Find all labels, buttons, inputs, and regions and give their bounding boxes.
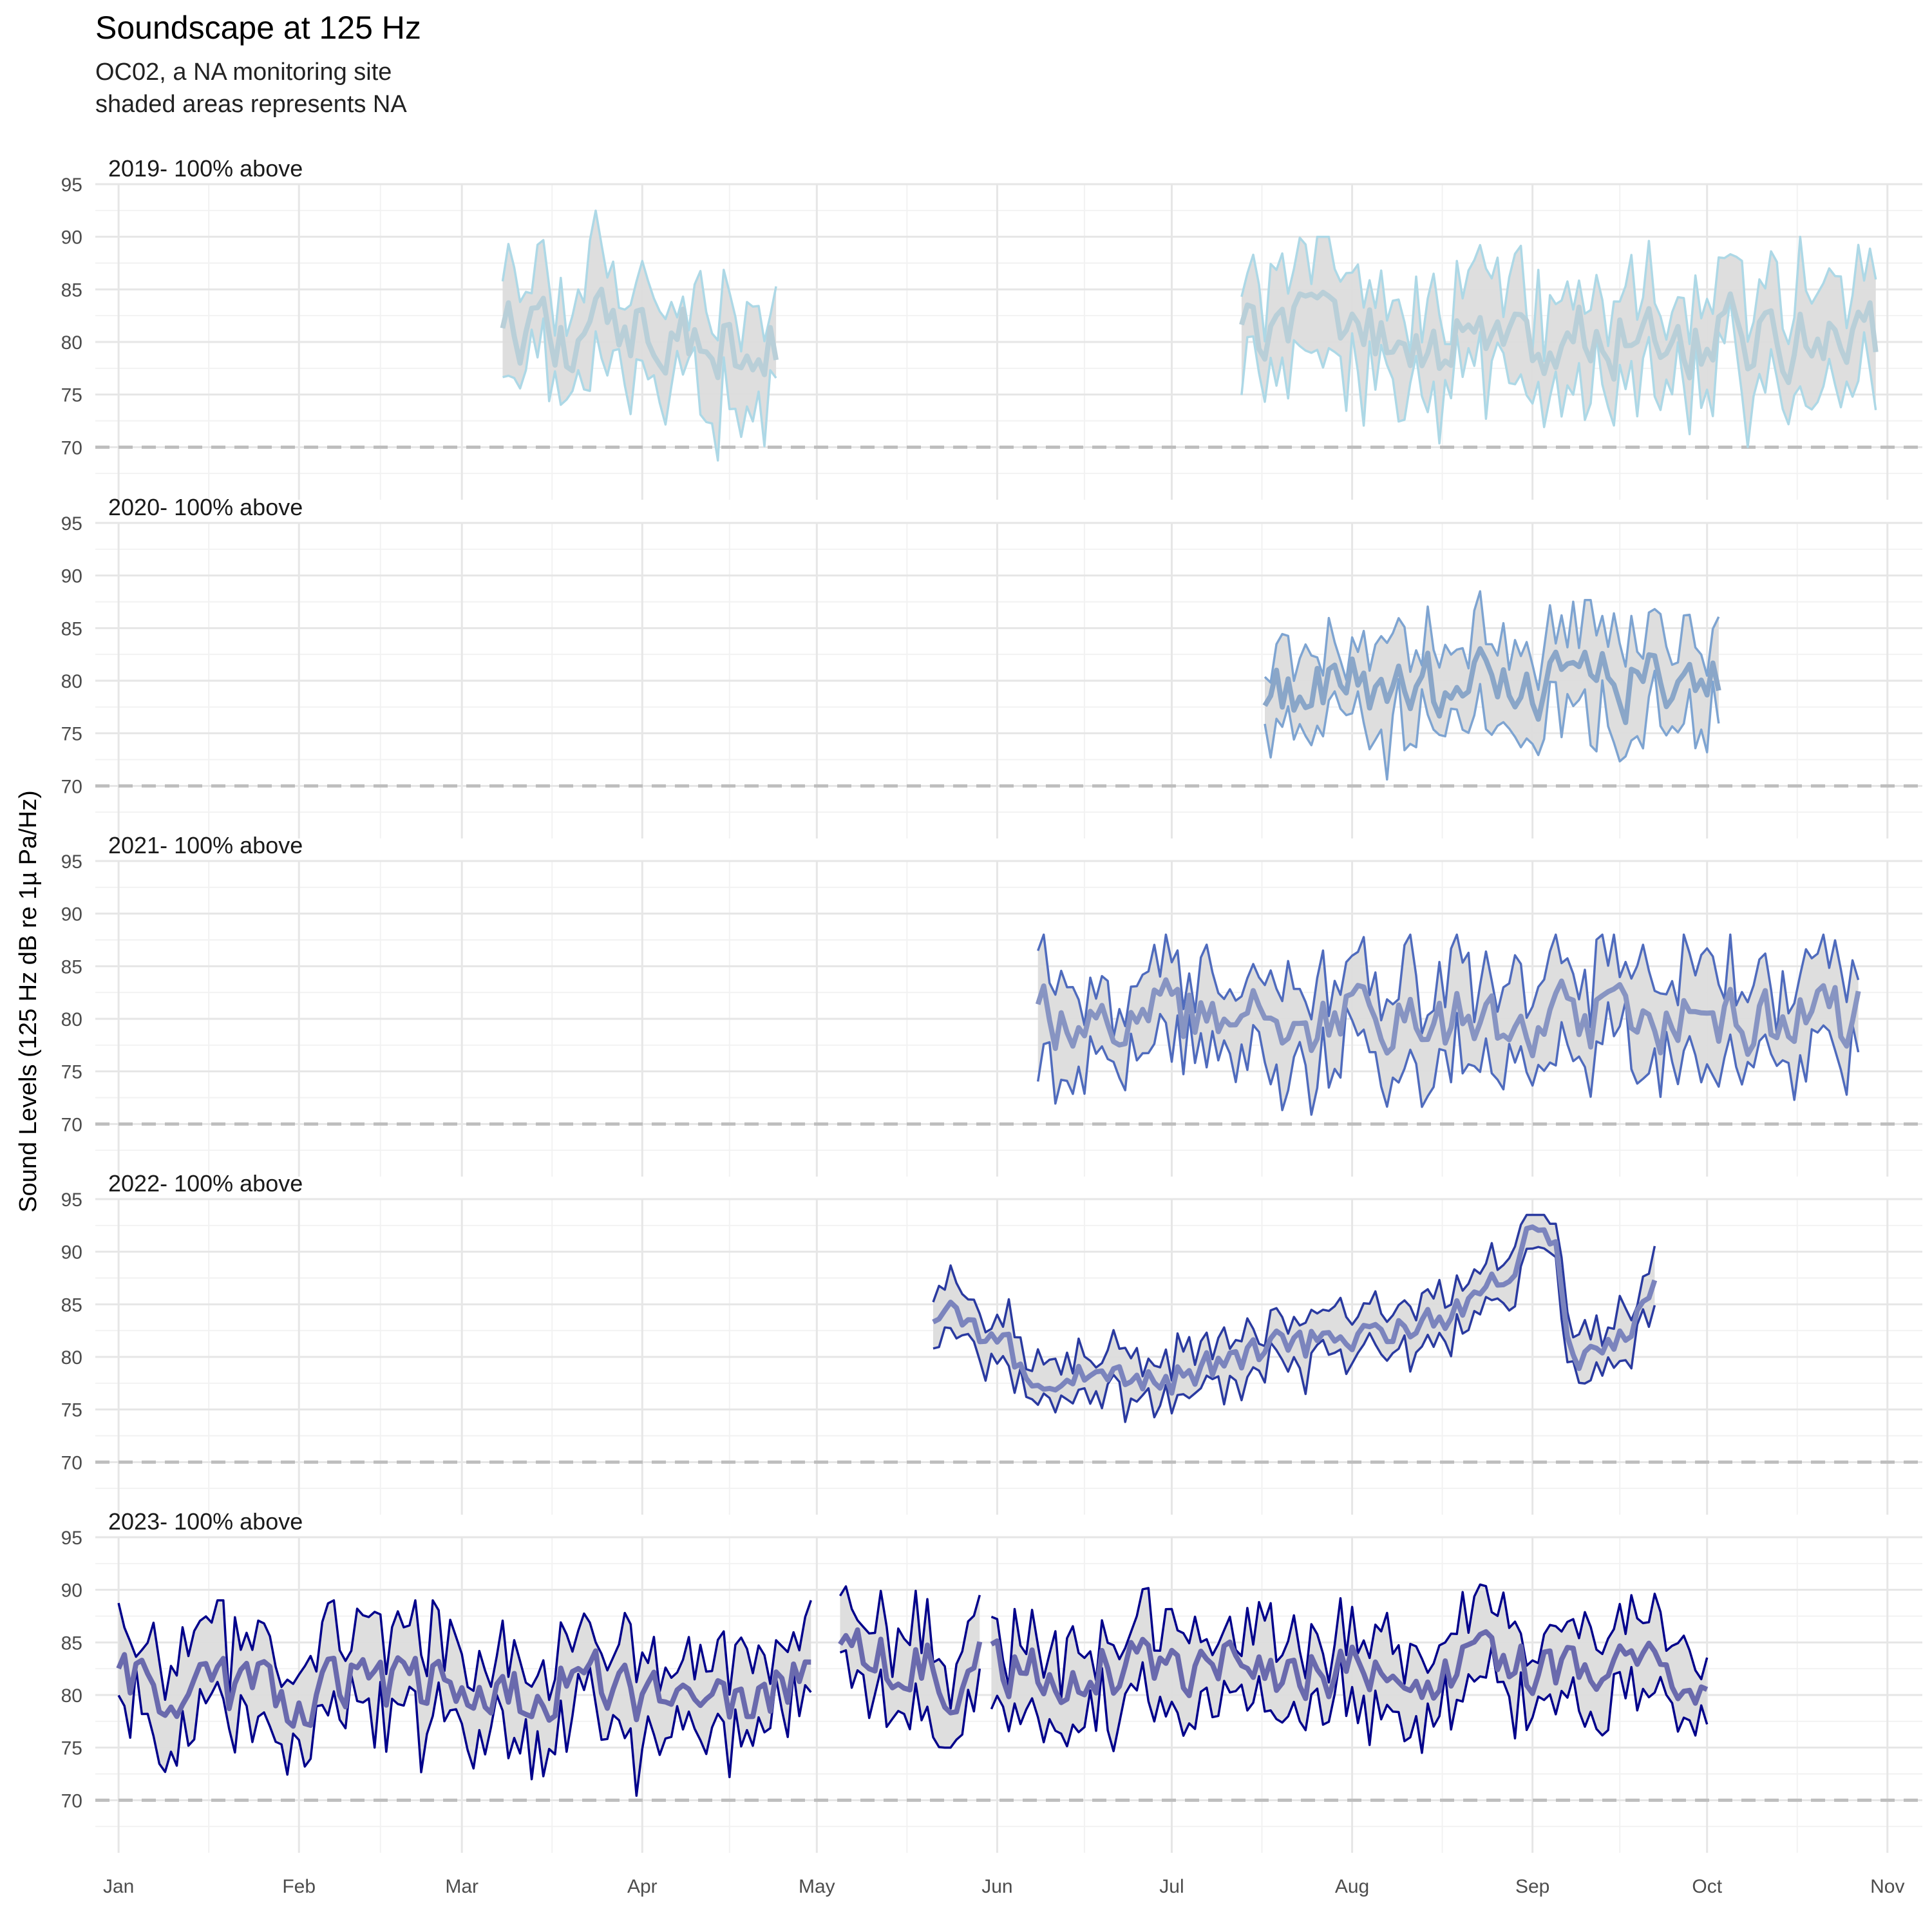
median-series-line xyxy=(500,287,779,381)
median-series-line xyxy=(116,1648,811,1729)
range-band xyxy=(1037,934,1859,1115)
upper-series-line xyxy=(1240,235,1877,363)
upper-series-line xyxy=(1037,933,1860,1039)
facet-label: 2023- 100% above xyxy=(108,1508,303,1535)
range-band xyxy=(502,211,777,460)
lower-series-line xyxy=(502,317,777,462)
y-tick-label: 80 xyxy=(61,1685,82,1707)
y-tick-label: 95 xyxy=(61,175,82,196)
y-tick-label: 80 xyxy=(61,671,82,692)
facet-panel: 2020- 100% above 70 75 80 85 90 95 xyxy=(61,494,1922,838)
median-series-line xyxy=(990,1629,1709,1706)
x-tick-label: Nov xyxy=(1870,1876,1904,1897)
y-tick-label: 85 xyxy=(61,956,82,978)
median-series-line xyxy=(1262,646,1721,725)
y-tick-label: 95 xyxy=(61,513,82,535)
x-tick-label: Oct xyxy=(1692,1876,1722,1897)
facet-label: 2021- 100% above xyxy=(108,832,303,858)
chart-subtitle-line-2: shaded areas represents NA xyxy=(95,91,407,118)
x-tick-label: Jun xyxy=(981,1876,1012,1897)
chart-subtitle-line-1: OC02, a NA monitoring site xyxy=(95,59,392,86)
x-tick-label: Jul xyxy=(1159,1876,1184,1897)
y-tick-label: 75 xyxy=(61,724,82,745)
upper-series-line xyxy=(839,1585,981,1710)
upper-series-line xyxy=(932,1213,1656,1382)
y-tick-label: 75 xyxy=(61,1062,82,1083)
y-tick-label: 80 xyxy=(61,332,82,354)
median-series-line xyxy=(1035,977,1861,1059)
y-tick-label: 75 xyxy=(61,1738,82,1759)
lower-series-line xyxy=(839,1649,981,1749)
y-tick-label: 95 xyxy=(61,1189,82,1211)
median-series-line xyxy=(838,1627,983,1716)
y-tick-label: 70 xyxy=(61,1790,82,1812)
chart-title: Soundscape at 125 Hz xyxy=(95,10,421,46)
y-tick-label: 95 xyxy=(61,1528,82,1549)
y-tick-label: 85 xyxy=(61,1633,82,1654)
y-axis-label: Sound Levels (125 Hz dB re 1µ Pa/Hz) xyxy=(15,790,42,1213)
median-series-line xyxy=(932,1224,1658,1396)
y-tick-label: 85 xyxy=(61,1294,82,1316)
y-tick-label: 75 xyxy=(61,385,82,406)
y-tick-label: 70 xyxy=(61,437,82,459)
x-tick-label: May xyxy=(799,1876,835,1897)
facet-panel: 2019- 100% above 70 75 80 85 90 95 xyxy=(61,155,1922,500)
y-tick-label: 90 xyxy=(61,566,82,587)
x-tick-label: Apr xyxy=(627,1876,658,1897)
range-band xyxy=(1241,236,1876,448)
upper-series-line xyxy=(501,209,777,353)
y-tick-label: 80 xyxy=(61,1347,82,1368)
facet-panel: 2022- 100% above 70 75 80 85 90 95 xyxy=(61,1170,1922,1515)
x-tick-label: Jan xyxy=(103,1876,134,1897)
lower-series-line xyxy=(1036,999,1860,1116)
y-tick-label: 70 xyxy=(61,1452,82,1473)
y-tick-label: 85 xyxy=(61,618,82,639)
x-tick-label: Sep xyxy=(1515,1876,1549,1897)
x-tick-label: Feb xyxy=(282,1876,316,1897)
x-axis: Jan Feb Mar Apr May Jun Jul Aug Sep Oct Nov xyxy=(103,1876,1905,1897)
y-tick-label: 95 xyxy=(61,851,82,873)
y-tick-label: 70 xyxy=(61,1114,82,1135)
y-tick-label: 80 xyxy=(61,1009,82,1030)
y-tick-label: 90 xyxy=(61,227,82,249)
lower-series-line xyxy=(933,1245,1656,1423)
facet-label: 2019- 100% above xyxy=(108,155,303,182)
x-tick-label: Aug xyxy=(1335,1876,1369,1897)
lower-series-line xyxy=(117,1666,812,1797)
upper-series-line xyxy=(1264,590,1720,691)
y-tick-label: 75 xyxy=(61,1400,82,1421)
y-tick-label: 90 xyxy=(61,1580,82,1602)
facet-label: 2020- 100% above xyxy=(108,494,303,520)
lower-series-line xyxy=(990,1645,1709,1754)
upper-series-line xyxy=(117,1599,812,1701)
facet-panel: 2021- 100% above 70 75 80 85 90 95 xyxy=(61,832,1922,1177)
y-tick-label: 85 xyxy=(61,279,82,301)
lower-series-line xyxy=(1264,669,1720,781)
lower-series-line xyxy=(1240,298,1877,448)
upper-series-line xyxy=(990,1583,1709,1700)
y-tick-label: 70 xyxy=(61,776,82,797)
facet-label: 2022- 100% above xyxy=(108,1170,303,1197)
median-series-line xyxy=(1239,290,1879,385)
y-tick-label: 90 xyxy=(61,1242,82,1264)
facet-panel: 2023- 100% above 70 75 80 85 90 95 xyxy=(61,1508,1922,1853)
x-tick-label: Mar xyxy=(445,1876,478,1897)
y-tick-label: 90 xyxy=(61,904,82,925)
